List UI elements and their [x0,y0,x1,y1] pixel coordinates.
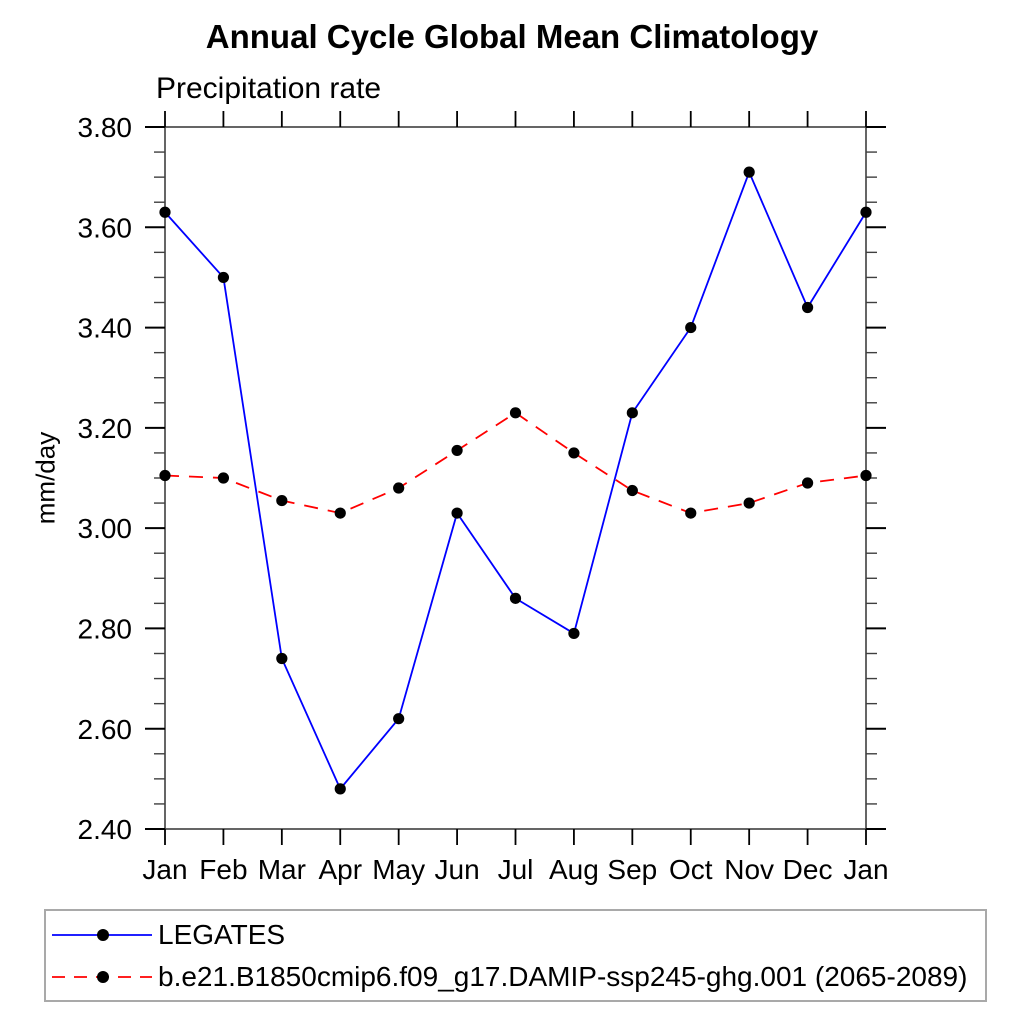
data-point-series-1 [393,482,405,494]
data-point-series-1 [509,407,522,419]
x-tick-label: Feb [199,854,247,885]
x-tick-label: Jan [142,854,187,885]
data-point-series-1 [568,447,580,459]
y-tick-label: 3.80 [78,112,133,143]
data-point-series-0 [334,783,346,795]
y-tick-label: 3.20 [78,413,133,444]
data-point-series-0 [159,206,171,218]
data-point-series-0 [568,627,580,640]
data-point-series-1 [159,469,171,482]
x-tick-label: Dec [783,854,833,885]
x-tick-label: Jun [435,854,480,885]
x-tick-label: Apr [318,854,362,885]
data-point-series-0 [685,321,697,334]
y-tick-label: 2.80 [78,614,133,645]
data-point-series-1 [217,472,230,484]
x-tick-label: Sep [607,854,657,885]
data-point-series-0 [743,166,755,178]
y-tick-label: 3.00 [78,513,133,544]
x-tick-label: Jan [843,854,888,885]
data-point-series-0 [276,652,288,665]
legend-entry-model: b.e21.B1850cmip6.f09_g17.DAMIP-ssp245-gh… [49,956,985,998]
legend-sample-dashed-line [52,970,152,983]
y-tick-label: 3.40 [78,313,133,344]
x-tick-label: Nov [724,854,774,885]
data-point-series-1 [334,507,346,519]
data-point-series-0 [451,507,463,519]
legend-label: b.e21.B1850cmip6.f09_g17.DAMIP-ssp245-gh… [158,960,968,992]
legend-entry-legates: LEGATES [49,914,985,956]
data-point-series-1 [451,444,463,457]
x-tick-label: Jul [498,854,534,885]
x-tick-label: May [372,854,425,885]
data-point-series-1 [685,507,697,519]
data-point-series-1 [626,484,638,497]
legend-label: LEGATES [158,918,286,950]
data-point-series-0 [801,301,814,314]
data-point-series-0 [393,713,405,725]
data-point-series-1 [743,497,755,509]
plot-frame [164,126,867,830]
data-point-series-0 [217,271,230,284]
chart-subtitle: Precipitation rate [156,72,382,105]
legend: LEGATES b.e21.B1850cmip6.f09_g17.DAMIP-s… [44,909,987,1002]
chart-title: Annual Cycle Global Mean Climatology [205,18,819,55]
series-line-1 [164,411,867,515]
x-tick-label: Oct [669,854,713,885]
data-point-series-0 [626,407,638,419]
x-tick-label: Aug [549,854,599,885]
legend-marker-dot [97,928,109,941]
legend-marker-dot [97,970,109,983]
data-point-series-0 [860,206,872,218]
data-point-series-0 [509,592,522,604]
legend-sample-solid-line [52,928,152,941]
data-point-series-1 [801,477,814,489]
chart-canvas: 2.40 2.60 2.80 3.00 3.20 3.40 3.60 3.80 Jan Feb Ma… [78,111,889,885]
series-line-0 [164,169,867,791]
y-tick-label: 2.40 [78,814,133,845]
data-point-series-1 [860,469,872,482]
y-tick-label: 2.60 [78,714,133,745]
y-tick-label: 3.60 [78,212,133,243]
data-point-series-1 [276,494,288,507]
x-tick-label: Mar [258,854,306,885]
